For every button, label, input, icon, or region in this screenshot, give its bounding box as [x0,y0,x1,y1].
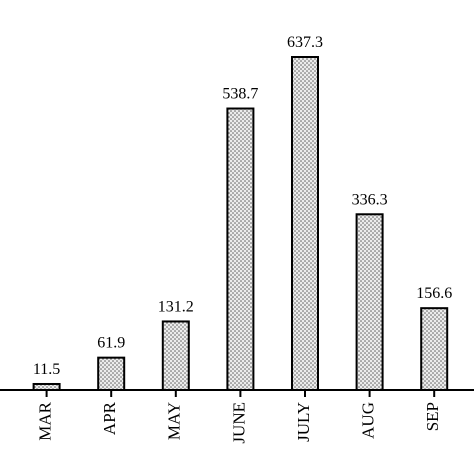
x-tick-label-may: MAY [165,402,184,440]
value-label-june: 538.7 [222,86,258,103]
x-tick-label-july: JULY [294,402,313,442]
x-ticks-group [45,390,436,397]
x-tick-label-mar: MAR [36,401,55,440]
value-label-aug: 336.3 [352,191,388,208]
value-label-july: 637.3 [287,34,323,51]
value-label-mar: 11.5 [33,361,60,378]
value-label-sep: 156.6 [416,285,452,302]
x-tick-label-sep: SEP [423,402,442,431]
bars-group [32,56,449,392]
bar-july [291,56,319,391]
value-label-apr: 61.9 [97,335,125,352]
bar-aug [355,213,384,391]
x-tick-label-apr: APR [100,401,119,435]
bar-apr [97,356,126,392]
bar-june [226,107,255,391]
bar-sep [420,307,449,391]
value-label-may: 131.2 [158,298,194,315]
x-tick-label-aug: AUG [359,402,378,439]
bar-may [161,320,190,392]
x-tick-label-june: JUNE [229,402,248,444]
x-tick-labels-group: FEBMARAPRMAYJUNEJULYAUGSEP [36,401,443,444]
